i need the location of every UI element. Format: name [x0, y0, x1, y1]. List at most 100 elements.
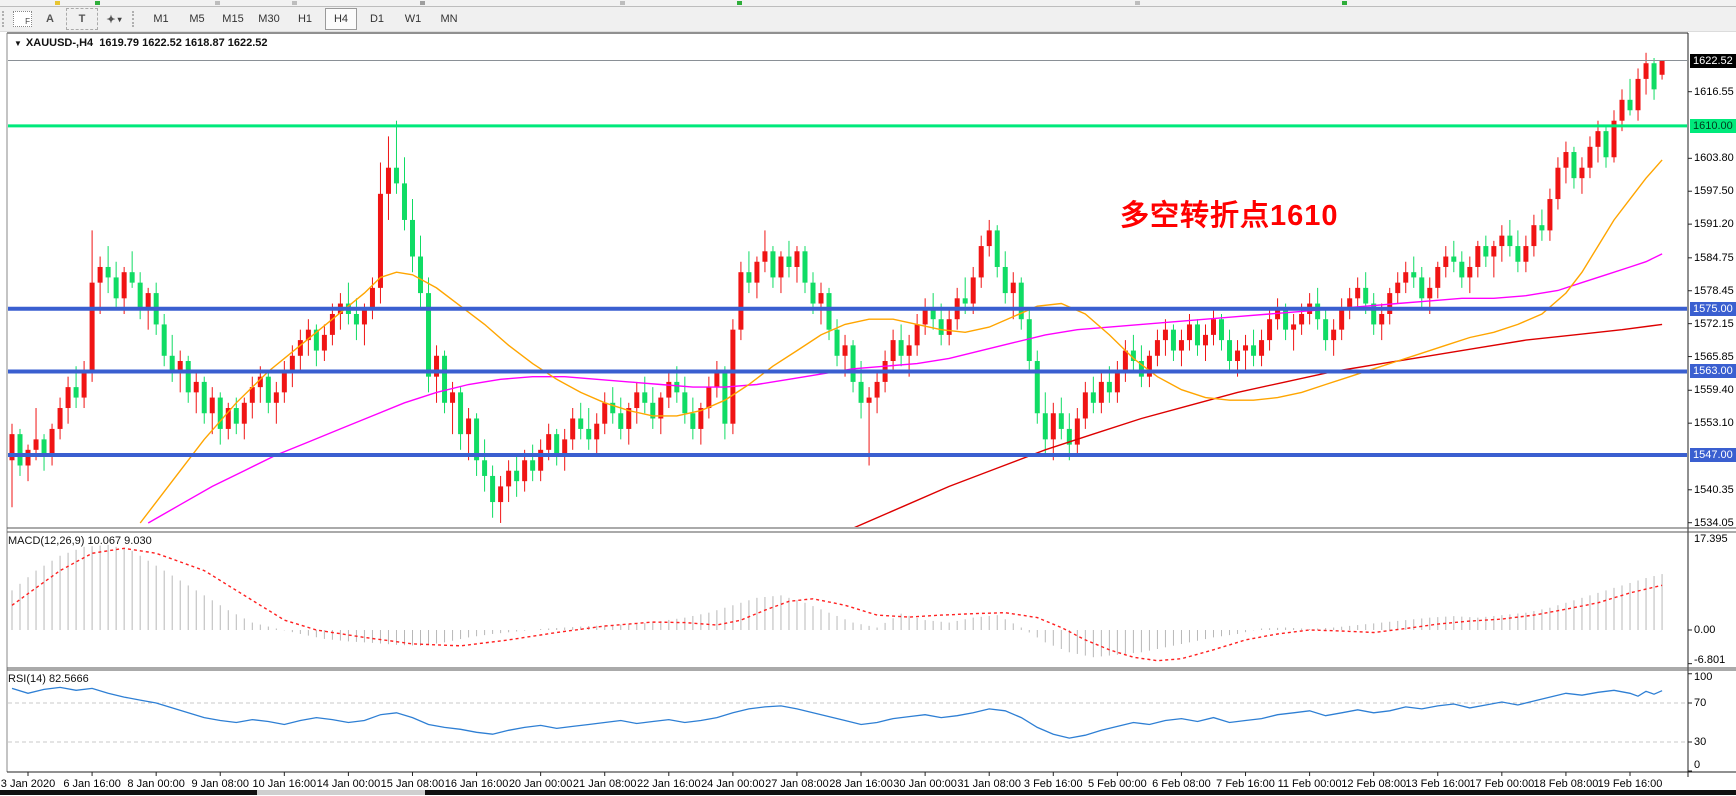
candle-body [1162, 329, 1168, 341]
annotation-text[interactable]: 多空转折点1610 [1120, 200, 1339, 232]
candle-body [786, 256, 792, 267]
candle-body [1315, 303, 1321, 320]
candle-body [321, 334, 327, 351]
candle-body [233, 408, 239, 424]
candle-body [1066, 428, 1072, 445]
candle-body [546, 434, 552, 450]
price-tick-label: 1534.05 [1694, 516, 1734, 529]
candle-body [1499, 235, 1505, 247]
toolbar-grip[interactable] [2, 11, 9, 27]
macd-pane[interactable] [11, 544, 1663, 662]
timeframe-button-h1[interactable]: H1 [297, 13, 313, 25]
candle-body [682, 392, 688, 414]
candle-body [834, 329, 840, 356]
main-price-pane[interactable] [8, 52, 1688, 528]
candle-body [1547, 199, 1553, 231]
candle-body [217, 397, 223, 429]
toolbar-fragment-icon [215, 1, 220, 5]
timeframe-button-m1[interactable]: M1 [153, 13, 169, 25]
timeframe-button-m30[interactable]: M30 [258, 13, 280, 25]
candle-body [1595, 131, 1601, 147]
rsi-axis-label: 0 [1694, 759, 1701, 771]
candle-body [1178, 340, 1184, 351]
toolbar-grip[interactable] [132, 11, 139, 27]
candle-body [938, 319, 944, 335]
candle-body [858, 381, 864, 403]
chart-window[interactable]: ▼ XAUUSD-,H4 1619.79 1622.52 1618.87 1622… [0, 32, 1736, 796]
time-axis-label: 31 Jan 08:00 [957, 778, 1021, 790]
time-axis-label: 17 Feb 00:00 [1469, 778, 1535, 790]
time-axis-label: 6 Jan 16:00 [63, 778, 121, 790]
chart-canvas[interactable] [0, 32, 1736, 796]
candle-body [506, 470, 512, 487]
candle-body [9, 434, 15, 461]
candle-body [618, 413, 624, 429]
candle-body [794, 251, 800, 267]
candle-body [570, 418, 576, 440]
timeframe-button-m5[interactable]: M5 [189, 13, 205, 25]
price-tick-label: 1578.45 [1694, 284, 1734, 297]
toolbar-fragment-icon [1135, 1, 1140, 5]
candle-body [1186, 324, 1192, 341]
time-axis-label: 15 Jan 08:00 [380, 778, 445, 790]
candle-body [89, 282, 95, 372]
candle-body [201, 381, 207, 414]
candle-body [169, 355, 175, 372]
candle-body [369, 287, 375, 309]
candle-body [1259, 340, 1265, 356]
candle-body [778, 256, 784, 278]
rsi-label: RSI(14) 82.5666 [8, 673, 89, 685]
ma-fast-line [139, 159, 1663, 524]
candle-body [1331, 329, 1337, 341]
candle-body [906, 345, 912, 356]
candle-body [257, 376, 263, 388]
price-tick-label: 1591.20 [1694, 218, 1734, 231]
candle-body [1323, 319, 1329, 341]
candle-body [1219, 319, 1225, 341]
toolbar-fragment-icon [420, 1, 425, 5]
candle-body [1283, 308, 1289, 330]
timeframe-buttons: M1 M5 M15 M30 H1 H4 D1 W1 MN [143, 8, 467, 30]
candle-body [1347, 298, 1353, 309]
candle-body [1483, 246, 1489, 257]
time-axis-label: 21 Jan 08:00 [572, 778, 637, 790]
candle-body [1459, 261, 1465, 278]
candle-body [698, 408, 704, 429]
price-tick-label: 1565.85 [1694, 350, 1734, 363]
candle-body [874, 381, 880, 398]
timeframe-button-d1[interactable]: D1 [369, 13, 385, 25]
freehand-grid-icon[interactable]: F [13, 11, 32, 27]
candle-body [129, 272, 135, 283]
candle-body [1058, 413, 1064, 429]
timeframe-button-mn[interactable]: MN [440, 13, 458, 25]
time-axis-label: 7 Feb 16:00 [1216, 778, 1275, 790]
candle-body [1154, 340, 1160, 356]
candle-body [1587, 146, 1593, 168]
candle-body [1018, 282, 1024, 320]
candle-body [145, 293, 151, 309]
candle-body [890, 340, 896, 362]
objects-tool-button[interactable]: ✦ ▾ [98, 8, 130, 30]
time-axis-label: 3 Jan 2020 [0, 778, 56, 790]
arrow-tool-button[interactable]: A [46, 13, 54, 25]
candle-body [1243, 345, 1249, 351]
candle-body [1403, 272, 1409, 283]
candle-body [97, 266, 103, 283]
candle-body [1170, 329, 1176, 351]
macd-axis-max: 17.395 [1694, 533, 1728, 545]
price-tick-label: 1616.55 [1694, 85, 1734, 98]
candle-body [1579, 167, 1585, 179]
rsi-pane[interactable] [8, 686, 1688, 743]
timeframe-button-h4[interactable]: H4 [325, 8, 357, 30]
text-tool-button[interactable]: T [66, 8, 98, 30]
price-tick-label: 1603.80 [1694, 152, 1734, 165]
timeframe-button-w1[interactable]: W1 [404, 13, 422, 25]
timeframe-button-m15[interactable]: M15 [222, 13, 244, 25]
candle-body [994, 230, 1000, 267]
rsi-axis-label: 100 [1694, 671, 1713, 683]
candle-body [586, 428, 592, 440]
ma-slow-line [854, 323, 1663, 527]
symbol-dropdown-icon[interactable]: ▼ [14, 39, 22, 48]
candle-body [426, 293, 432, 377]
candle-body [265, 376, 271, 403]
